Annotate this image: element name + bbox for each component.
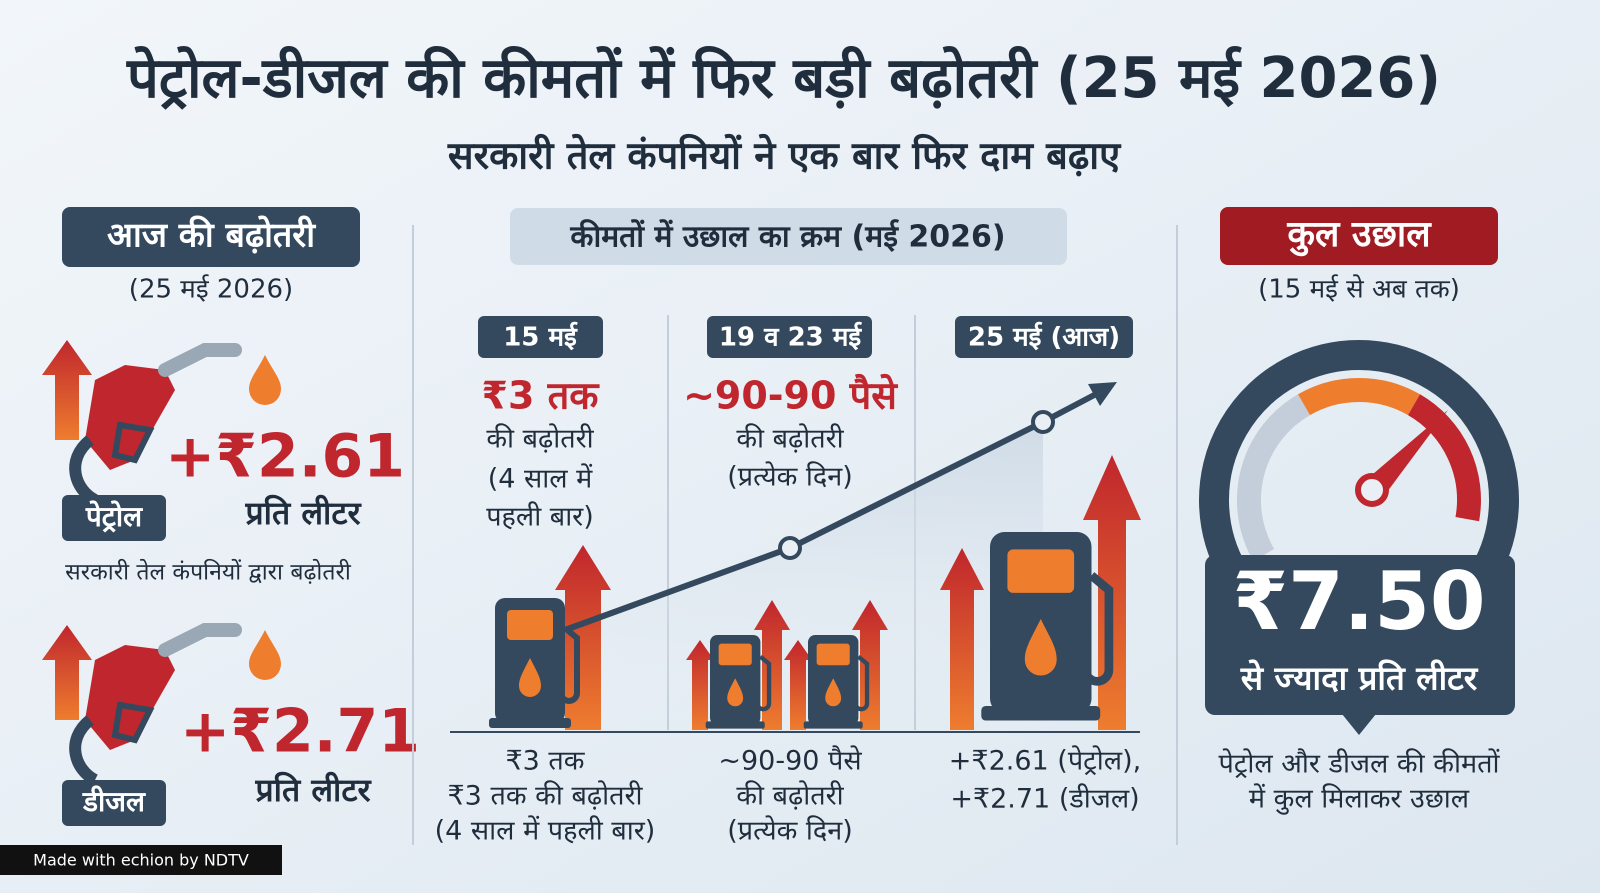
- badge: [62, 780, 166, 826]
- stage-footer: ₹3 तक: [505, 746, 585, 777]
- stage-footer: ₹3 तक की बढ़ोतरी: [448, 780, 644, 812]
- up-arrow: [686, 640, 714, 730]
- date: (25 मई 2026): [129, 274, 293, 305]
- amount: +₹2.61: [165, 422, 405, 492]
- gauge-ring: [1199, 340, 1519, 580]
- date: (15 मई से अब तक): [1258, 274, 1460, 305]
- up-arrow: [784, 640, 812, 730]
- up-arrow: [852, 600, 888, 730]
- heading: कीमतों में उछाल का क्रम (मई 2026): [569, 219, 1005, 255]
- stage-footer: (4 साल में पहली बार): [435, 815, 656, 847]
- middle-panel: कीमतों में उछाल का क्रम (मई 2026) 15 मई …: [435, 208, 1141, 847]
- trend-arrowhead: [1088, 382, 1117, 406]
- badge: [478, 316, 603, 358]
- title: पेट्रोल-डीजल की कीमतों में फिर बड़ी बढ़ो…: [126, 45, 1441, 111]
- total-amount: ₹7.50: [1232, 555, 1485, 648]
- right-panel: कुल उछाल (15 मई से अब तक) ₹7.50 से ज्याद…: [1199, 207, 1519, 816]
- up-arrow: [754, 600, 790, 730]
- pump-icon: [706, 635, 769, 729]
- pump-icon: [981, 532, 1109, 721]
- unit: प्रति लीटर: [254, 771, 372, 809]
- credit: Made with echion by NDTV: [33, 851, 249, 870]
- gauge-band: [1298, 377, 1420, 416]
- badge: [1220, 207, 1498, 265]
- gauge-band: [1407, 394, 1481, 522]
- stage-line: की बढ़ोतरी: [486, 423, 594, 455]
- up-arrow: [940, 548, 984, 730]
- heading: कुल उछाल: [1286, 214, 1432, 257]
- stage-footer: (प्रत्येक दिन): [727, 815, 853, 847]
- fuel-label: डीजल: [82, 785, 146, 818]
- up-arrow: [42, 340, 92, 440]
- amount-box: [1205, 555, 1515, 715]
- stage-footer: ~90-90 पैसे: [718, 745, 862, 777]
- stage-line: (प्रत्येक दिन): [727, 461, 853, 493]
- gauge-hub: [1355, 473, 1389, 507]
- badge: [62, 207, 360, 267]
- badge: [62, 495, 166, 541]
- unit: प्रति लीटर: [244, 494, 362, 532]
- stage-date: 19 व 23 मई: [719, 322, 863, 353]
- stage-date: 15 मई: [503, 322, 578, 353]
- credit-bar: [0, 845, 282, 875]
- stage-date: 25 मई (आज): [968, 322, 1120, 353]
- stage-headline: ~90-90 पैसे: [683, 374, 898, 418]
- left-panel: आज की बढ़ोतरी (25 मई 2026) पेट्रोल +₹2.6…: [42, 207, 420, 826]
- trend-line: [563, 389, 1102, 633]
- gauge-needle: [1366, 410, 1448, 496]
- heading: आज की बढ़ोतरी: [107, 215, 316, 256]
- fuel-label: पेट्रोल: [85, 500, 143, 533]
- note: पेट्रोल और डीजल की कीमतों: [1218, 748, 1500, 780]
- pump-icon: [489, 598, 577, 728]
- amount: +₹2.71: [180, 697, 420, 767]
- stage-line: की बढ़ोतरी: [736, 423, 844, 455]
- subtitle: सरकारी तेल कंपनियों ने एक बार फिर दाम बढ…: [447, 134, 1122, 178]
- stage-footer: +₹2.61 (पेट्रोल),: [949, 745, 1141, 777]
- trend-point: [1031, 410, 1055, 434]
- stage-headline: ₹3 तक: [482, 374, 601, 418]
- note: सरकारी तेल कंपनियों द्वारा बढ़ोतरी: [65, 559, 352, 586]
- trend-area: [565, 422, 1043, 730]
- stage-footer: +₹2.71 (डीजल): [950, 783, 1139, 815]
- box-pointer: [1342, 714, 1376, 735]
- badge: [955, 316, 1133, 358]
- stage-footer: की बढ़ोतरी: [736, 780, 844, 812]
- note: में कुल मिलाकर उछाल: [1249, 783, 1470, 816]
- badge: [707, 316, 872, 358]
- gauge-band: [1236, 394, 1311, 561]
- total-unit: से ज्यादा प्रति लीटर: [1240, 659, 1479, 698]
- trend-point: [778, 536, 802, 560]
- stage-line: (4 साल में: [488, 463, 593, 495]
- up-arrow: [555, 545, 611, 730]
- stage-line: पहली बार): [486, 501, 594, 533]
- pump-icon: [804, 635, 867, 729]
- badge: [510, 208, 1067, 265]
- up-arrow: [42, 625, 92, 720]
